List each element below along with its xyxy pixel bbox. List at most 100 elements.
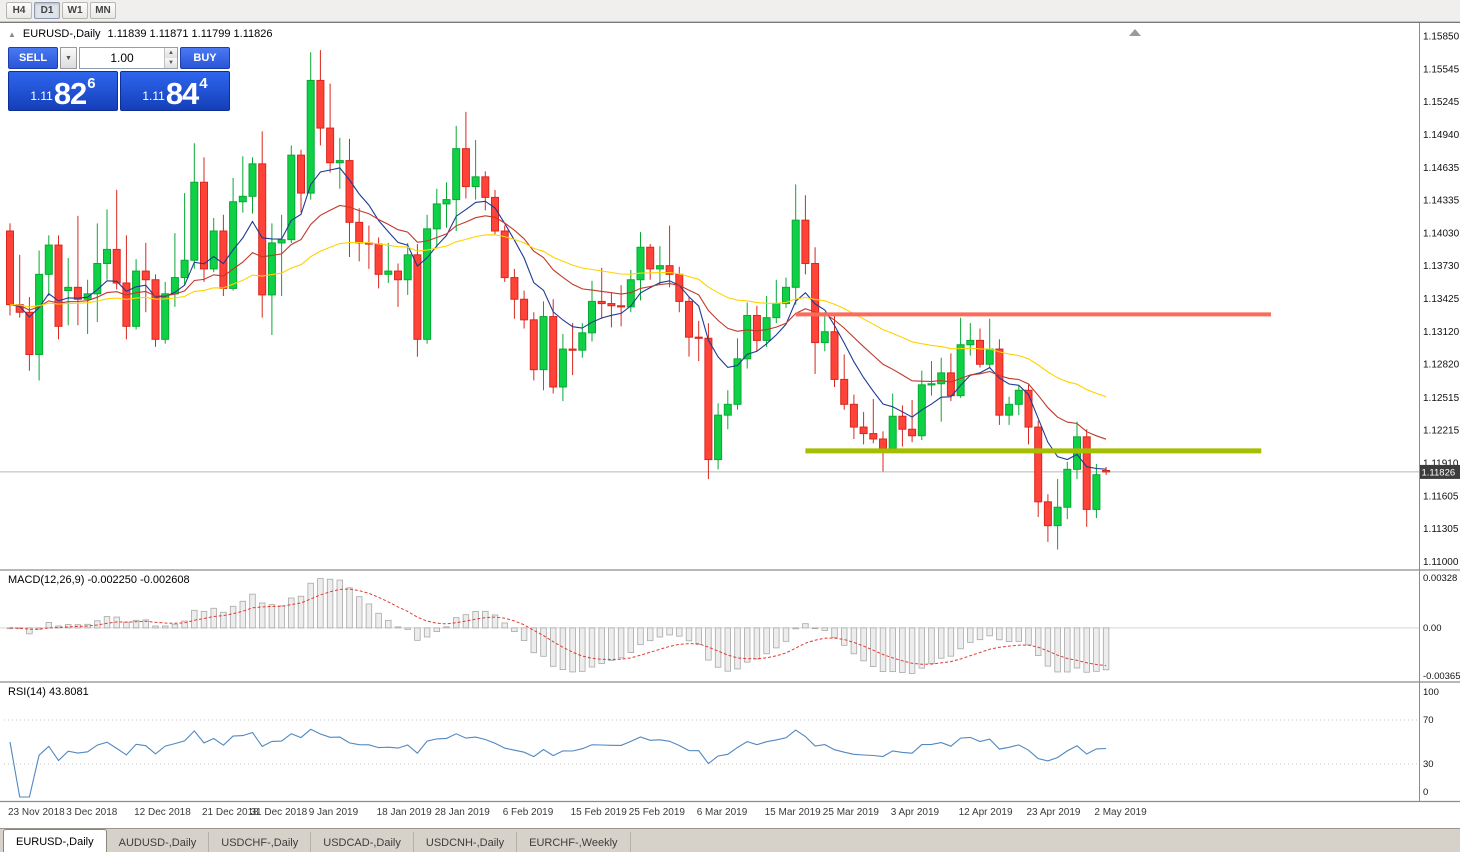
timeframe-button-w1[interactable]: W1 bbox=[62, 2, 88, 19]
sell-button[interactable]: SELL bbox=[8, 47, 58, 69]
sell-price-big-digits: 82 bbox=[53, 75, 87, 111]
date-label: 23 Nov 2018 bbox=[8, 807, 65, 818]
tab-audusd-daily[interactable]: AUDUSD-,Daily bbox=[107, 832, 210, 852]
buy-price-display[interactable]: 1.11 84 4 bbox=[120, 71, 230, 111]
chart-shift-icon[interactable] bbox=[1129, 29, 1141, 36]
macd-bar bbox=[705, 627, 712, 661]
candle-body bbox=[558, 348, 567, 388]
macd-bar bbox=[65, 624, 72, 629]
macd-scale-top: 0.00328 bbox=[1423, 573, 1457, 584]
macd-bar bbox=[1015, 627, 1022, 642]
macd-bar bbox=[908, 627, 916, 674]
rsi-value: 43.8081 bbox=[48, 686, 89, 698]
macd-scale-bottom: -0.00365 bbox=[1423, 671, 1460, 682]
date-label: 18 Jan 2019 bbox=[377, 807, 432, 818]
candle-body bbox=[966, 339, 975, 346]
timeframe-button-h4[interactable]: H4 bbox=[6, 2, 32, 19]
candle-body bbox=[326, 127, 335, 164]
macd-bar bbox=[1064, 627, 1071, 673]
macd-bar bbox=[501, 622, 508, 629]
mid-ma-line[interactable] bbox=[9, 204, 1107, 440]
candle-body bbox=[151, 279, 160, 340]
sell-price-pipette: 6 bbox=[87, 75, 96, 92]
candle-body bbox=[801, 219, 810, 264]
macd-bar bbox=[365, 603, 373, 629]
macd-bar bbox=[841, 627, 848, 646]
candle-body bbox=[820, 331, 829, 344]
candle-body bbox=[937, 372, 946, 385]
candle-body bbox=[471, 176, 480, 188]
timeframe-button-mn[interactable]: MN bbox=[90, 2, 116, 19]
tab-eurusd-daily[interactable]: EURUSD-,Daily bbox=[3, 829, 107, 852]
buy-button[interactable]: BUY bbox=[180, 47, 230, 69]
date-label: 25 Feb 2019 bbox=[629, 807, 686, 818]
volume-spin-up-icon[interactable]: ▲ bbox=[165, 48, 177, 58]
rsi-scale-label: 30 bbox=[1423, 759, 1434, 770]
candle-body bbox=[1014, 389, 1023, 405]
candle-body bbox=[879, 438, 887, 450]
candle-body bbox=[1043, 501, 1052, 527]
candle-body bbox=[985, 348, 994, 365]
volume-dropdown-button[interactable]: ▼ bbox=[60, 47, 77, 69]
tab-usdcnh-daily[interactable]: USDCNH-,Daily bbox=[414, 832, 518, 852]
tab-usdcad-daily[interactable]: USDCAD-,Daily bbox=[311, 832, 414, 852]
rsi-scale-label: 100 bbox=[1423, 687, 1439, 698]
candle-body bbox=[44, 244, 53, 275]
candle-body bbox=[568, 348, 577, 351]
candle-body bbox=[54, 244, 63, 327]
macd-name: MACD(12,26,9) bbox=[8, 574, 85, 586]
buy-price-big-digits: 84 bbox=[165, 75, 199, 111]
macd-bar bbox=[278, 605, 285, 629]
chart-canvas[interactable]: 1.15850 1.15545 1.15245 1.14940 1.14635 1.143… bbox=[0, 23, 1460, 829]
candle-body bbox=[714, 414, 723, 461]
candle-body bbox=[840, 378, 849, 405]
macd-bar bbox=[249, 593, 256, 629]
macd-bar bbox=[181, 620, 188, 629]
candle-body bbox=[355, 221, 364, 244]
candle-body bbox=[597, 300, 606, 305]
tab-eurchf-weekly[interactable]: EURCHF-,Weekly bbox=[517, 832, 631, 852]
candle-body bbox=[6, 230, 14, 306]
candle-body bbox=[93, 262, 102, 295]
fast-ma-line[interactable] bbox=[9, 167, 1107, 470]
macd-bar bbox=[491, 614, 499, 629]
macd-bar bbox=[375, 612, 382, 629]
timeframe-button-d1[interactable]: D1 bbox=[34, 2, 60, 19]
volume-input[interactable] bbox=[80, 48, 177, 68]
candle-body bbox=[112, 248, 121, 284]
candle-body bbox=[752, 314, 761, 341]
macd-bar bbox=[1073, 627, 1081, 669]
sell-price-display[interactable]: 1.11 82 6 bbox=[8, 71, 118, 111]
candle-body bbox=[830, 331, 839, 380]
candle-body bbox=[64, 286, 73, 292]
macd-bar bbox=[161, 625, 169, 629]
volume-spin-down-icon[interactable]: ▼ bbox=[165, 58, 177, 68]
price-scale-label: 1.13425 bbox=[1423, 294, 1460, 305]
candle-body bbox=[510, 277, 519, 300]
date-label: 28 Jan 2019 bbox=[435, 807, 490, 818]
tab-usdchf-daily[interactable]: USDCHF-,Daily bbox=[209, 832, 312, 852]
candle-body bbox=[859, 426, 868, 435]
candle-body bbox=[452, 148, 461, 201]
slow-ma-line[interactable] bbox=[9, 234, 1107, 398]
candle-body bbox=[946, 372, 955, 397]
candle-body bbox=[277, 239, 286, 244]
macd-bar bbox=[947, 627, 955, 657]
candle-body bbox=[258, 163, 267, 296]
sell-price-prefix: 1.11 bbox=[30, 89, 53, 103]
date-label: 12 Dec 2018 bbox=[134, 807, 191, 818]
candle-body bbox=[665, 265, 674, 275]
candle-body bbox=[1024, 389, 1033, 428]
candle-body bbox=[1005, 403, 1014, 416]
candle-body bbox=[898, 415, 907, 430]
candle-body bbox=[423, 228, 432, 340]
collapse-one-click-icon[interactable]: ▲ bbox=[8, 29, 16, 39]
macd-bar bbox=[1025, 627, 1032, 646]
macd-bar bbox=[792, 627, 799, 630]
rsi-name: RSI(14) bbox=[8, 686, 46, 698]
candle-body bbox=[1063, 468, 1072, 508]
price-scale-label: 1.12820 bbox=[1423, 360, 1460, 371]
date-label: 31 Dec 2018 bbox=[251, 807, 308, 818]
chart-window: 1.15850 1.15545 1.15245 1.14940 1.14635 1.143… bbox=[0, 22, 1460, 829]
macd-bar bbox=[1102, 627, 1110, 671]
